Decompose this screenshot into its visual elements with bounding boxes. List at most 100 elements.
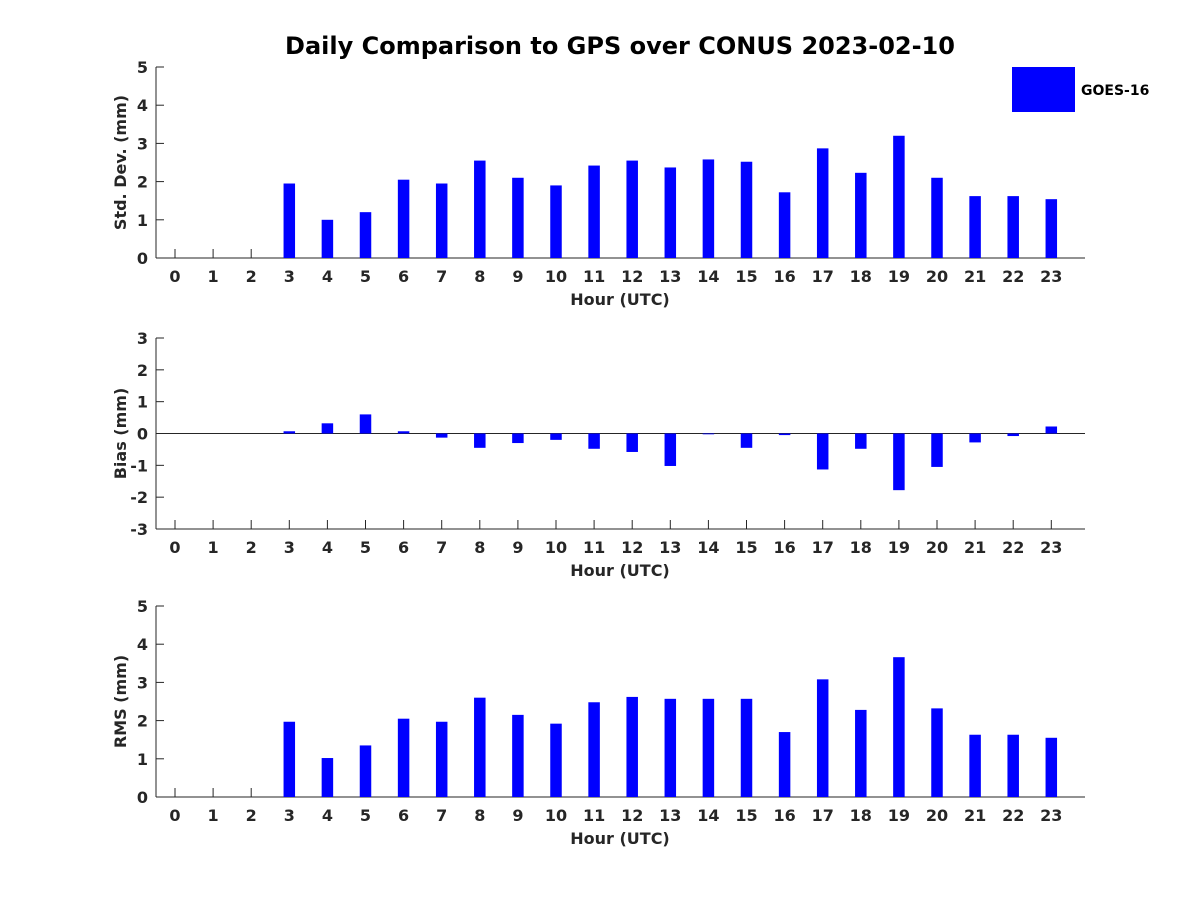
y-tick-label: -2 [130, 488, 148, 507]
y-tick-label: 0 [137, 425, 148, 444]
bar-hour-23 [1045, 426, 1058, 434]
y-tick-label: 4 [137, 635, 148, 654]
y-tick-label: -3 [130, 520, 148, 539]
x-tick-label: 4 [322, 806, 333, 825]
y-tick-label: 2 [137, 173, 148, 192]
x-tick-label: 16 [773, 538, 795, 557]
bar-hour-11 [588, 702, 600, 797]
bar-hour-23 [1045, 199, 1058, 258]
bar-hour-14 [702, 433, 715, 435]
bar-hour-22 [1007, 196, 1019, 258]
bar-hour-23 [1045, 737, 1058, 797]
bar-hour-3 [283, 721, 296, 797]
x-tick-label: 9 [512, 806, 523, 825]
bar-hour-14 [702, 159, 715, 258]
bar-hour-8 [474, 160, 486, 258]
bar-hour-15 [740, 433, 753, 448]
bar-hour-4 [321, 423, 334, 434]
x-tick-label: 20 [926, 806, 948, 825]
x-tick-label: 8 [474, 267, 485, 286]
x-tick-label: 2 [246, 267, 257, 286]
bar-hour-21 [969, 433, 981, 443]
x-tick-label: 10 [545, 538, 567, 557]
bar-hour-10 [550, 433, 562, 440]
bar-hour-8 [474, 433, 486, 448]
x-tick-label: 1 [208, 806, 219, 825]
x-tick-label: 17 [812, 538, 834, 557]
x-tick-label: 11 [583, 538, 605, 557]
bar-hour-3 [283, 183, 296, 258]
bar-hour-21 [969, 734, 981, 797]
x-tick-label: 12 [621, 806, 643, 825]
legend: GOES-16 [1012, 67, 1149, 112]
y-axis-label: Std. Dev. (mm) [111, 95, 130, 230]
bar-hour-9 [512, 177, 524, 258]
x-tick-label: 19 [888, 806, 910, 825]
x-tick-label: 3 [284, 538, 295, 557]
bar-hour-4 [321, 219, 334, 258]
bar-hour-3 [283, 431, 296, 434]
bar-hour-10 [550, 723, 562, 797]
x-tick-label: 23 [1040, 806, 1062, 825]
x-tick-label: 5 [360, 806, 371, 825]
x-tick-label: 10 [545, 267, 567, 286]
x-axis-label: Hour (UTC) [570, 561, 670, 580]
x-tick-label: 12 [621, 538, 643, 557]
x-tick-label: 23 [1040, 267, 1062, 286]
x-tick-label: 5 [360, 267, 371, 286]
x-tick-label: 16 [773, 267, 795, 286]
x-tick-label: 19 [888, 267, 910, 286]
bar-hour-17 [816, 433, 829, 470]
x-tick-label: 21 [964, 267, 986, 286]
bar-hour-15 [740, 698, 753, 797]
x-tick-label: 15 [735, 538, 757, 557]
x-tick-label: 3 [284, 267, 295, 286]
bar-hour-22 [1007, 433, 1019, 437]
bar-hour-9 [512, 714, 524, 797]
y-tick-label: 5 [137, 58, 148, 77]
bar-hour-13 [664, 698, 677, 797]
x-tick-label: 20 [926, 538, 948, 557]
x-tick-label: 5 [360, 538, 371, 557]
legend-swatch-goes-16 [1012, 67, 1075, 112]
x-tick-label: 1 [208, 267, 219, 286]
x-tick-label: 18 [850, 267, 872, 286]
y-tick-label: 1 [137, 211, 148, 230]
y-tick-label: 2 [137, 712, 148, 731]
x-tick-label: 13 [659, 267, 681, 286]
x-tick-label: 8 [474, 806, 485, 825]
x-tick-label: 13 [659, 538, 681, 557]
bar-hour-14 [702, 698, 715, 797]
bar-hour-19 [893, 657, 905, 797]
y-axis-label: RMS (mm) [111, 655, 130, 748]
x-tick-label: 19 [888, 538, 910, 557]
x-tick-label: 22 [1002, 538, 1024, 557]
x-tick-label: 8 [474, 538, 485, 557]
bar-hour-13 [664, 167, 677, 258]
x-tick-label: 0 [169, 538, 180, 557]
bar-hour-11 [588, 433, 600, 449]
x-tick-label: 7 [436, 267, 447, 286]
x-tick-label: 23 [1040, 538, 1062, 557]
y-tick-label: 5 [137, 597, 148, 616]
y-tick-label: 0 [137, 788, 148, 807]
bar-hour-12 [626, 433, 638, 452]
bar-hour-7 [435, 183, 448, 258]
bar-hour-8 [474, 697, 486, 797]
x-tick-label: 3 [284, 806, 295, 825]
bar-hour-15 [740, 161, 753, 258]
y-tick-label: 2 [137, 361, 148, 380]
bar-hour-20 [931, 177, 943, 258]
x-tick-label: 18 [850, 806, 872, 825]
bar-hour-7 [435, 721, 448, 797]
bar-hour-17 [816, 148, 829, 258]
x-tick-label: 13 [659, 806, 681, 825]
y-tick-label: 4 [137, 96, 148, 115]
y-tick-label: 3 [137, 673, 148, 692]
bar-hour-12 [626, 160, 638, 258]
bar-hour-19 [893, 135, 905, 258]
x-tick-label: 10 [545, 806, 567, 825]
